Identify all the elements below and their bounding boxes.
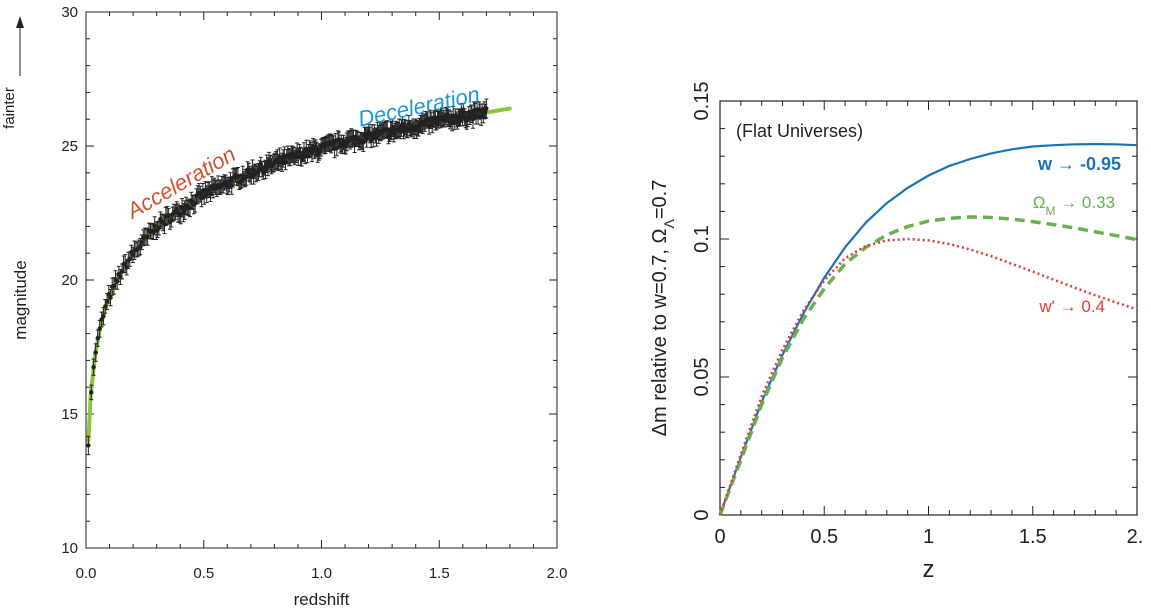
fainter-arrow-head [16, 16, 24, 28]
data-point [103, 304, 108, 309]
data-point [86, 443, 91, 448]
series-label-wprime: w' → 0.4 [1038, 297, 1105, 316]
data-point [97, 326, 102, 331]
data-point [111, 283, 117, 289]
series-line-0 [718, 142, 1138, 516]
data-point [461, 109, 466, 115]
x-tick-label: 1 [923, 526, 934, 548]
y-tick-label: 20 [61, 272, 78, 289]
y-axis-label: Δm relative to w=0.7, ΩΛ=0.7 [649, 180, 677, 437]
x-tick-label: 1.5 [429, 565, 450, 582]
plot-frame [85, 11, 558, 549]
y-tick-label: 0.15 [691, 82, 713, 121]
data-point [106, 292, 111, 297]
y-tick-label: 0.1 [691, 225, 713, 253]
x-tick-label: 1.0 [311, 565, 332, 582]
y-tick-label: 10 [61, 540, 78, 557]
left-chart-panel: 10 15 20 25 30 0.0 0.5 1.0 1.5 2.0 redshift magnitu… [1, 4, 567, 609]
supernova-points [86, 98, 489, 456]
series-label-omega-m: ΩM → 0.33 [1033, 193, 1115, 218]
x-tick-label: 0.0 [76, 565, 97, 582]
y-axis-label: magnitude [11, 260, 30, 339]
series-line-2 [718, 237, 1138, 516]
x-axis-label: z [923, 556, 935, 583]
right-chart-panel: 0 0.05 0.1 0.15 0 0.5 1 1.5 2. z Δm relative to w=… [649, 82, 1143, 583]
data-point [93, 350, 98, 355]
series-label-w: w → -0.95 [1037, 154, 1121, 174]
y-tick-label: 15 [61, 406, 78, 423]
fainter-label: fainter [1, 87, 18, 129]
data-point [91, 364, 96, 370]
data-point [99, 317, 104, 322]
y-tick-label: 0.05 [691, 358, 713, 397]
x-axis-label: redshift [294, 590, 350, 609]
x-tick-label: 0.5 [193, 565, 214, 582]
x-tick-label: 0 [714, 526, 725, 548]
data-point [108, 295, 113, 300]
x-tick-label: 2. [1127, 526, 1144, 548]
series-line-1 [718, 215, 1138, 516]
x-tick-label: 1.5 [1019, 526, 1047, 548]
data-point [101, 314, 106, 319]
data-point [89, 390, 94, 395]
x-tick-label: 2.0 [547, 565, 568, 582]
data-point [484, 106, 489, 111]
inset-label: (Flat Universes) [736, 121, 863, 141]
y-tick-label: 30 [61, 4, 78, 21]
x-tick-label: 0.5 [810, 526, 838, 548]
y-tick-label: 0 [691, 509, 713, 520]
y-tick-label: 25 [61, 138, 78, 155]
data-point [104, 299, 110, 304]
